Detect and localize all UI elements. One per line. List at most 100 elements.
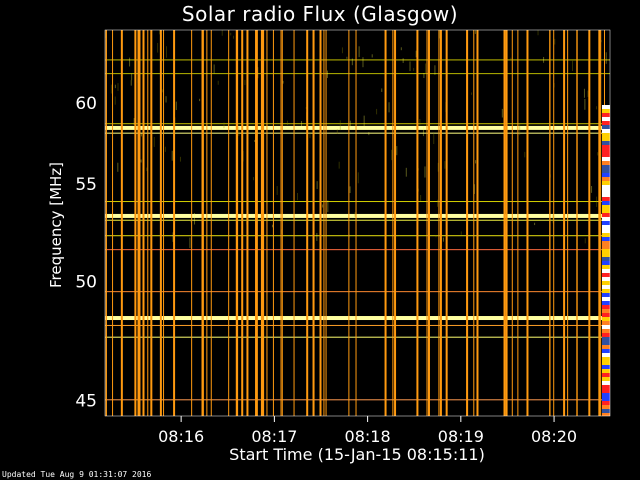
burst-spike (355, 30, 357, 416)
texture-streak (596, 196, 598, 207)
texture-streak (129, 57, 131, 67)
texture-streak (396, 146, 398, 156)
frequency-band (105, 123, 610, 125)
interference-strip (602, 105, 610, 109)
texture-streak (351, 58, 353, 66)
texture-streak (254, 139, 256, 143)
x-axis-label: Start Time (15-Jan-15 08:15:11) (229, 445, 485, 464)
burst-spike (120, 30, 123, 416)
texture-streak (358, 46, 360, 58)
interference-strip (602, 365, 610, 369)
texture-streak (114, 84, 116, 89)
burst-spike (293, 30, 295, 416)
interference-strip (602, 273, 610, 277)
burst-spike (384, 30, 387, 416)
texture-streak (368, 132, 370, 136)
interference-strip (602, 173, 610, 177)
texture-streak (179, 156, 181, 162)
texture-streak (543, 56, 545, 63)
burst-spike (280, 30, 282, 416)
interference-strip (602, 349, 610, 353)
burst-spike (348, 30, 350, 416)
interference-strip (602, 313, 610, 317)
interference-strip (602, 225, 610, 229)
texture-streak (349, 186, 351, 194)
burst-spike (191, 30, 193, 416)
frequency-band (105, 132, 610, 134)
texture-streak (199, 98, 201, 102)
texture-streak (159, 30, 161, 35)
texture-streak (146, 167, 148, 172)
interference-strip (602, 249, 610, 253)
burst-spike (112, 30, 114, 416)
interference-strip (602, 353, 610, 357)
burst-spike (159, 30, 162, 416)
interference-strip (602, 329, 610, 333)
texture-streak (282, 80, 284, 84)
interference-strip (602, 241, 610, 245)
texture-streak (501, 108, 503, 118)
texture-streak (286, 120, 288, 126)
texture-streak (339, 120, 341, 131)
texture-streak (326, 70, 328, 78)
interference-strip (602, 337, 610, 341)
bright-line (105, 213, 610, 218)
texture-streak (140, 132, 142, 137)
burst-spike (427, 30, 430, 416)
interference-strip (602, 341, 610, 345)
interference-strip (602, 257, 610, 261)
texture-streak (434, 65, 436, 75)
burst-spike (576, 30, 578, 416)
texture-streak (230, 32, 232, 36)
interference-strip (602, 145, 610, 149)
texture-streak (572, 60, 574, 72)
burst-spike (505, 30, 508, 416)
interference-strip (602, 229, 610, 233)
texture-streak (391, 149, 393, 161)
texture-streak (471, 92, 473, 95)
burst-spike (262, 30, 265, 416)
interference-strip (602, 381, 610, 385)
x-tick-label: 08:16 (158, 427, 204, 446)
texture-streak (442, 237, 444, 242)
interference-strip (602, 333, 610, 337)
frequency-band (105, 336, 610, 338)
interference-strip (602, 281, 610, 285)
texture-streak (596, 106, 598, 110)
texture-streak (271, 224, 273, 228)
y-tick-label: 45 (75, 391, 97, 411)
texture-streak (423, 73, 425, 79)
burst-spike (173, 30, 176, 416)
interference-strip (602, 309, 610, 313)
texture-streak (524, 151, 526, 158)
texture-streak (422, 126, 424, 137)
interference-strip (602, 401, 610, 405)
frequency-band (105, 324, 610, 326)
interference-strip (602, 301, 610, 305)
interference-strip (602, 305, 610, 309)
burst-spike (439, 30, 442, 416)
texture-streak (424, 166, 426, 178)
interference-strip (602, 325, 610, 329)
burst-spike (319, 30, 322, 416)
texture-streak (354, 212, 356, 217)
burst-spike (553, 30, 555, 416)
burst-spike (228, 30, 230, 416)
texture-streak (252, 177, 254, 181)
texture-streak (510, 57, 512, 61)
frequency-band (105, 399, 610, 401)
interference-strip (602, 141, 610, 145)
texture-streak (327, 200, 329, 213)
texture-streak (554, 38, 556, 45)
texture-streak (409, 61, 411, 72)
texture-streak (193, 213, 195, 225)
interference-strip (602, 289, 610, 293)
interference-strip (602, 253, 610, 257)
interference-strip (602, 125, 610, 129)
burst-spike (598, 30, 601, 416)
burst-spike (312, 30, 314, 416)
interference-strip (602, 277, 610, 281)
texture-streak (336, 129, 338, 134)
interference-strip (602, 161, 610, 165)
texture-streak (583, 88, 585, 98)
